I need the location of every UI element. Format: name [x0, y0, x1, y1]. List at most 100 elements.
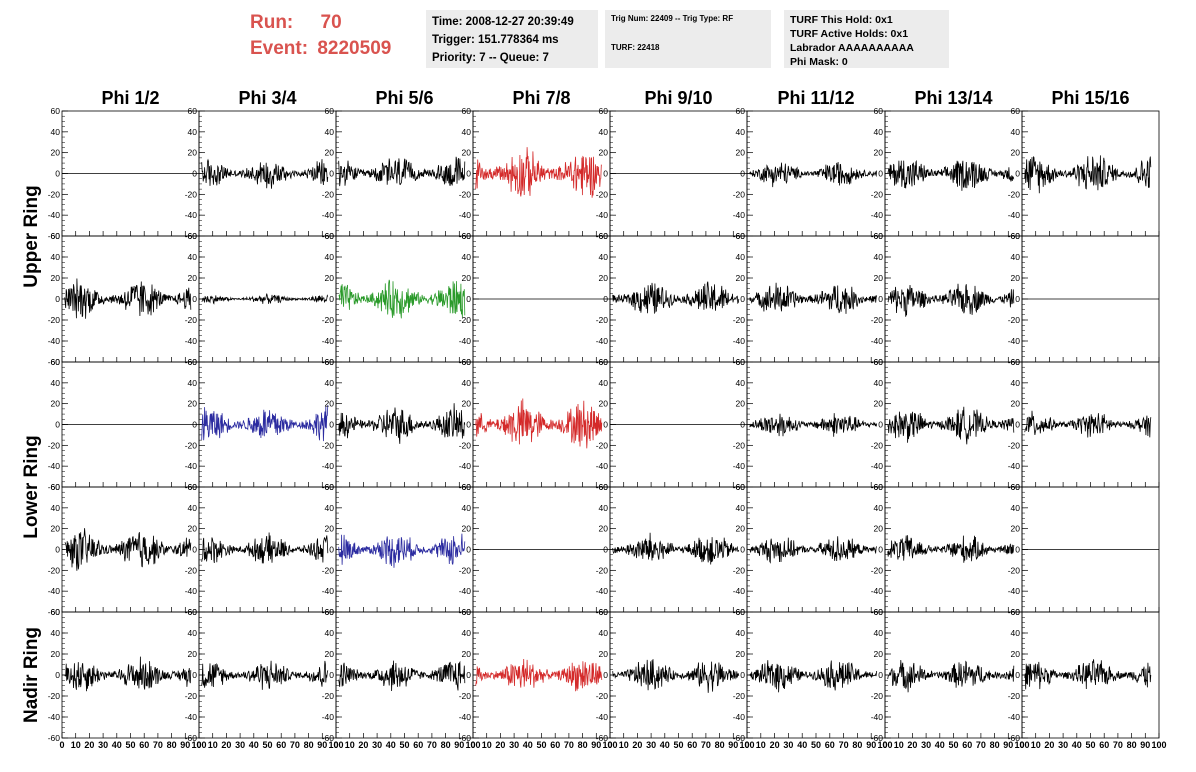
y-tick-label: -20	[322, 315, 335, 325]
y-tick-label: 0	[740, 670, 745, 680]
y-tick-label: -60	[871, 733, 884, 743]
waveform-trace	[475, 658, 603, 692]
y-tick-label: 40	[874, 503, 884, 513]
y-tick-label: 60	[462, 482, 472, 492]
y-tick-label: 40	[325, 252, 335, 262]
x-tick-label: 20	[1044, 740, 1054, 750]
y-tick-label: 20	[1011, 649, 1021, 659]
y-tick-label: 60	[1011, 482, 1021, 492]
y-tick-label: 20	[874, 649, 884, 659]
y-tick-label: 20	[1011, 524, 1021, 534]
priority-text: Priority: 7 -- Queue: 7	[432, 52, 549, 64]
run-label: Run:	[250, 12, 294, 33]
y-tick-label: -40	[322, 586, 335, 596]
waveform-trace	[338, 279, 466, 319]
y-tick-label: 20	[188, 399, 198, 409]
y-tick-label: -20	[185, 189, 198, 199]
y-tick-label: 40	[462, 503, 472, 513]
x-tick-label: 10	[345, 740, 355, 750]
y-tick-label: 20	[1011, 273, 1021, 283]
waveform-trace	[201, 405, 329, 442]
y-tick-label: 60	[1011, 607, 1021, 617]
y-tick-label: 0	[329, 670, 334, 680]
x-tick-label: 10	[71, 740, 81, 750]
y-tick-label: -20	[185, 565, 198, 575]
y-tick-label: -20	[459, 315, 472, 325]
y-tick-label: 60	[188, 482, 198, 492]
x-tick-label: 40	[935, 740, 945, 750]
y-tick-label: -20	[871, 440, 884, 450]
y-tick-label: 20	[51, 649, 61, 659]
y-tick-label: 40	[188, 378, 198, 388]
x-tick-label: 0	[470, 740, 475, 750]
trig-info-panel: Trig Num: 22409 -- Trig Type: RF TURF: 2…	[605, 10, 771, 68]
turf-hold-text: TURF This Hold: 0x1	[790, 14, 893, 26]
y-tick-label: 0	[740, 169, 745, 179]
y-tick-label: 60	[874, 482, 884, 492]
x-tick-label: 30	[98, 740, 108, 750]
y-tick-label: 60	[325, 231, 335, 241]
event-row: Event: 8220509	[250, 36, 420, 62]
y-tick-label: 40	[599, 127, 609, 137]
y-tick-label: -20	[1008, 565, 1021, 575]
y-tick-label: 0	[878, 420, 883, 430]
waveform-trace	[64, 528, 192, 571]
y-tick-label: -20	[733, 189, 746, 199]
y-tick-label: -40	[185, 336, 198, 346]
event-label: Event:	[250, 38, 309, 59]
event-value: 8220509	[317, 38, 392, 59]
x-tick-label: 90	[180, 740, 190, 750]
x-tick-label: 80	[167, 740, 177, 750]
waveform-trace	[338, 660, 466, 692]
y-tick-label: 20	[188, 273, 198, 283]
x-tick-label: 50	[811, 740, 821, 750]
y-tick-label: 40	[325, 127, 335, 137]
y-tick-label: 0	[466, 169, 471, 179]
y-tick-label: -20	[733, 565, 746, 575]
y-tick-label: 40	[1011, 252, 1021, 262]
y-tick-label: -20	[733, 315, 746, 325]
y-tick-label: 40	[1011, 628, 1021, 638]
y-tick-label: -40	[322, 712, 335, 722]
y-tick-label: -40	[1008, 586, 1021, 596]
y-tick-label: -20	[1008, 691, 1021, 701]
y-tick-label: 40	[325, 503, 335, 513]
y-tick-label: 40	[599, 628, 609, 638]
turf-info-panel: TURF This Hold: 0x1 TURF Active Holds: 0…	[784, 10, 949, 68]
y-tick-label: 60	[736, 357, 746, 367]
y-tick-label: 60	[736, 231, 746, 241]
waveform-trace	[749, 660, 878, 693]
x-tick-label: 50	[1085, 740, 1095, 750]
waveform-trace	[64, 656, 192, 692]
y-tick-label: -60	[48, 357, 61, 367]
y-tick-label: 20	[188, 148, 198, 158]
x-tick-label: 30	[235, 740, 245, 750]
x-tick-label: 70	[1113, 740, 1123, 750]
y-tick-label: 0	[329, 169, 334, 179]
y-tick-label: -20	[733, 691, 746, 701]
y-tick-label: -40	[1008, 210, 1021, 220]
y-tick-label: 20	[736, 524, 746, 534]
x-tick-label: 60	[1099, 740, 1109, 750]
waveform-trace	[887, 283, 1015, 317]
y-tick-label: 60	[51, 607, 61, 617]
x-tick-label: 100	[1151, 740, 1166, 750]
waveform-trace	[338, 403, 466, 444]
waveform-trace	[1024, 410, 1152, 438]
x-tick-label: 90	[1003, 740, 1013, 750]
y-tick-label: 20	[599, 524, 609, 534]
y-tick-label: 0	[603, 545, 608, 555]
x-tick-label: 80	[990, 740, 1000, 750]
y-tick-label: 20	[462, 399, 472, 409]
